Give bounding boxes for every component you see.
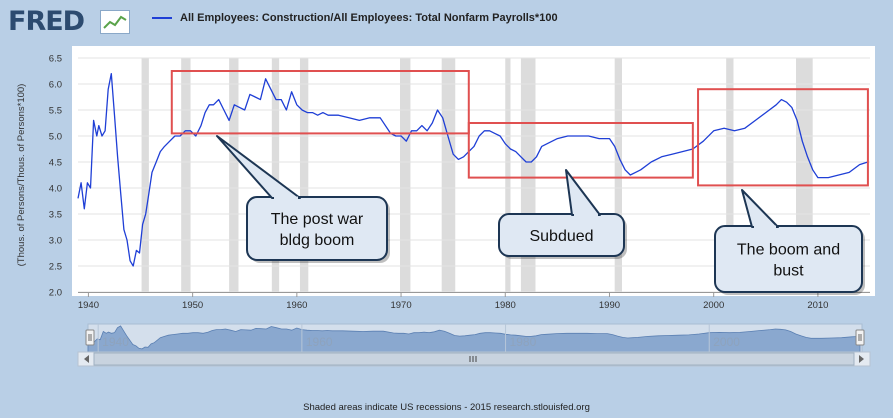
callout-text-line: bldg boom (280, 232, 355, 249)
scroll-right-arrow-icon[interactable] (859, 355, 864, 363)
chart-legend[interactable]: All Employees: Construction/All Employee… (152, 8, 558, 28)
callout-text: The boom and bust (737, 242, 840, 280)
x-tick-label: 1980 (495, 300, 516, 311)
annotation-box (170, 70, 470, 135)
x-tick-label: 2000 (703, 300, 724, 311)
x-tick-label: 2010 (807, 300, 828, 311)
y-tick-label: 6.5 (49, 54, 62, 65)
navigator-scrollbar-thumb[interactable] (93, 352, 855, 366)
navigator-tick-label: 1960 (306, 335, 333, 349)
chart-svg[interactable]: 2.0 2.5 3.0 3.5 4.0 4.5 5.0 5.5 6.0 6.5 (Thous. of… (0, 0, 893, 400)
recession-band (141, 58, 149, 292)
recession-band (505, 58, 511, 292)
callout: The boom and bust (714, 189, 865, 295)
y-tick-label: 3.0 (49, 236, 62, 247)
callout-text: The post war bldg boom (271, 211, 364, 249)
x-tick-label: 1960 (286, 300, 307, 311)
recession-band (271, 58, 280, 292)
y-tick-label: 2.5 (49, 262, 62, 273)
annotation-box (697, 88, 869, 187)
x-tick-label: 1970 (390, 300, 411, 311)
navigator-tick-label: 2000 (713, 335, 740, 349)
y-tick-label: 5.5 (49, 106, 62, 117)
navigator-range-handle[interactable] (855, 329, 865, 346)
y-axis-label: (Thous. of Persons/Thous. of Persons*100… (16, 84, 27, 267)
callout: The post war bldg boom (216, 135, 390, 263)
fred-chart-logo-icon (100, 10, 130, 34)
x-tick-label: 1950 (182, 300, 203, 311)
callout-text-line: Subdued (529, 228, 593, 245)
legend-line-swatch (152, 17, 172, 19)
recession-band (614, 58, 622, 292)
y-tick-label: 2.0 (49, 288, 62, 299)
callout-box (498, 213, 625, 257)
navigator-range-handle[interactable] (85, 329, 95, 346)
navigator-tick-label: 1940 (102, 335, 129, 349)
x-tick-label: 1990 (599, 300, 620, 311)
y-tick-label: 3.5 (49, 210, 62, 221)
recession-band (181, 58, 191, 292)
y-tick-label: 6.0 (49, 80, 62, 91)
chart-source-footer: Shaded areas indicate US recessions - 20… (303, 402, 590, 413)
recession-band (299, 58, 309, 292)
navigator-series-area (87, 325, 861, 353)
y-tick-label: 5.0 (49, 132, 62, 143)
recession-band (400, 58, 411, 292)
callout-pointer (741, 189, 779, 228)
recession-band (726, 58, 734, 292)
fred-logo[interactable]: FRED (8, 6, 85, 37)
callout-text-line: bust (773, 263, 804, 280)
callout: Subdued (498, 169, 627, 259)
callout-box (714, 225, 863, 293)
legend-label: All Employees: Construction/All Employee… (180, 12, 558, 24)
navigator-tick-label: 1980 (510, 335, 537, 349)
scroll-left-arrow-icon[interactable] (84, 355, 89, 363)
callout-text-line: The post war (271, 211, 364, 228)
y-tick-label: 4.0 (49, 184, 62, 195)
annotation-box (467, 122, 694, 179)
recession-band (229, 58, 239, 292)
x-tick-label: 1940 (78, 300, 99, 311)
series-line[interactable] (77, 72, 869, 267)
callout-text-line: The boom and (737, 242, 840, 259)
recession-band (441, 58, 456, 292)
callout-text: Subdued (529, 228, 593, 245)
y-tick-label: 4.5 (49, 158, 62, 169)
callout-box (246, 196, 388, 261)
